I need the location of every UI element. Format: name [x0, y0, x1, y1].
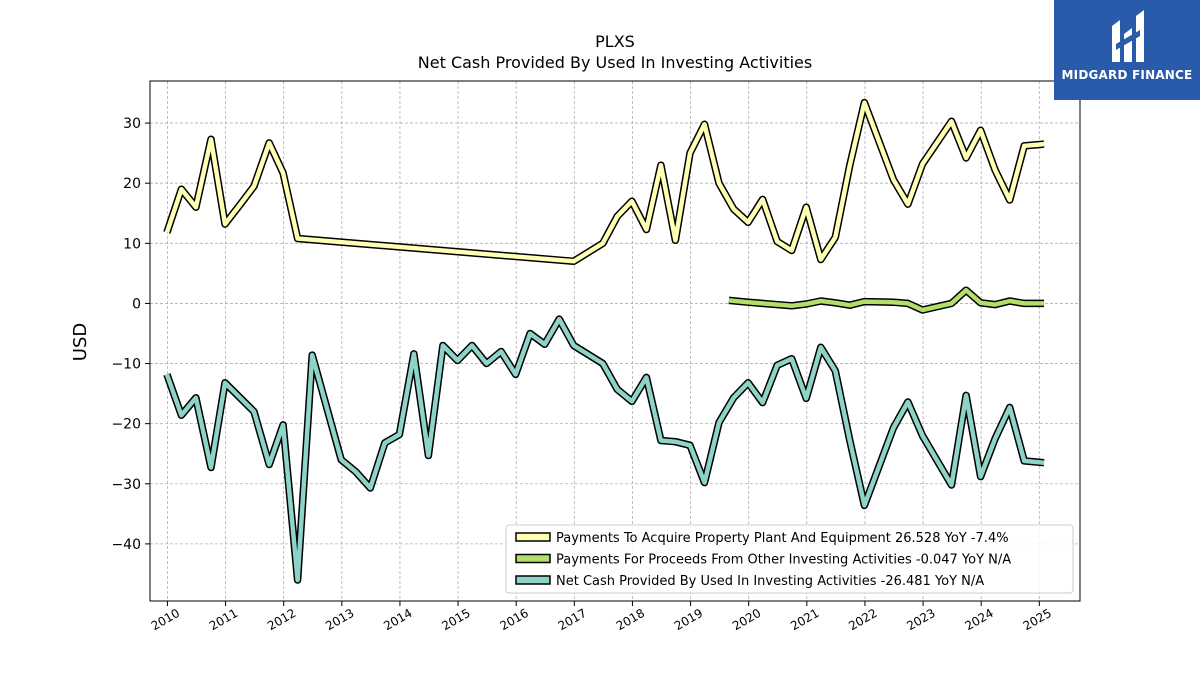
y-tick-label: −20	[111, 417, 141, 433]
x-tick-label: 2023	[904, 606, 937, 633]
y-tick-label: 30	[123, 116, 141, 132]
legend: Payments To Acquire Property Plant And E…	[505, 524, 1074, 594]
x-tick-label: 2024	[962, 606, 995, 633]
series-line	[164, 316, 1045, 583]
brand-logo: MIDGARD FINANCE	[1054, 0, 1200, 100]
logo-mark-icon	[1112, 10, 1144, 62]
series-lines	[163, 98, 1045, 584]
x-tick-label: 2015	[439, 606, 472, 633]
series-line	[728, 287, 1044, 313]
x-tick-label: 2010	[149, 606, 182, 633]
x-tick-label: 2022	[846, 606, 879, 633]
plot-frame	[149, 80, 1081, 602]
x-tick-label: 2012	[265, 606, 298, 633]
y-tick-label: −30	[111, 477, 141, 493]
legend-entry: Payments To Acquire Property Plant And E…	[556, 531, 1009, 546]
legend-swatch	[515, 553, 551, 564]
logo-text: MIDGARD FINANCE	[1061, 68, 1193, 82]
series-0	[163, 98, 1045, 266]
series-line	[164, 100, 1045, 264]
series-2	[163, 315, 1045, 584]
x-tick-label: 2011	[207, 606, 240, 633]
y-tick-label: 10	[123, 236, 141, 252]
chart-subtitle: Net Cash Provided By Used In Investing A…	[418, 53, 812, 72]
x-tick-label: 2025	[1021, 606, 1054, 633]
x-tick-label: 2019	[672, 606, 705, 633]
y-tick-label: −40	[111, 537, 141, 553]
x-tick-label: 2013	[323, 606, 356, 633]
y-axis-label: USD	[70, 323, 91, 361]
x-tick-label: 2016	[497, 606, 530, 633]
x-tick-label: 2018	[614, 606, 647, 633]
y-tick-label: 0	[132, 296, 141, 312]
chart-title: PLXS	[595, 32, 635, 51]
legend-entry: Net Cash Provided By Used In Investing A…	[556, 574, 984, 589]
series-1	[728, 286, 1044, 314]
x-tick-label: 2014	[381, 606, 414, 633]
y-tick-label: −10	[111, 357, 141, 373]
legend-entry: Payments For Proceeds From Other Investi…	[556, 553, 1011, 568]
legend-swatch	[515, 575, 551, 585]
x-tick-label: 2020	[730, 606, 763, 633]
x-tick-label: 2017	[556, 606, 589, 633]
legend-box	[505, 524, 1074, 594]
x-tick-label: 2021	[788, 606, 821, 633]
legend-swatch	[515, 532, 551, 542]
y-tick-label: 20	[123, 176, 141, 192]
